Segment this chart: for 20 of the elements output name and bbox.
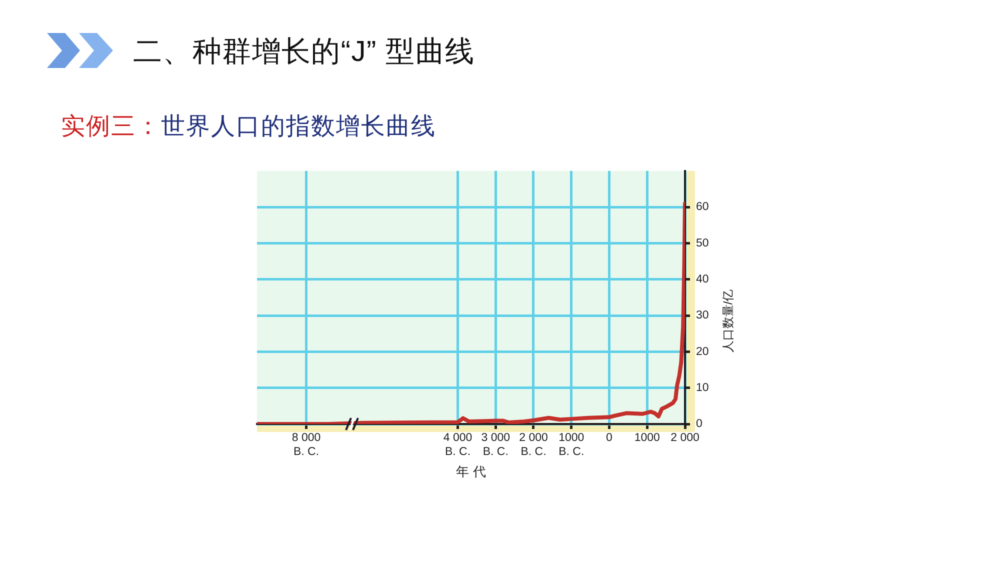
x-tick-label: 8 000 B. C. (292, 432, 321, 458)
y-tick-label: 0 (696, 418, 702, 430)
chart-title: 二、种群增长的“J” 型曲线 (133, 35, 475, 70)
x-axis-title: 年 代 (456, 464, 486, 479)
x-tick-label: 2 000 B. C. (519, 432, 548, 458)
y-tick-label: 30 (696, 310, 709, 322)
y-tick-label: 40 (696, 274, 709, 286)
y-tick-label: 50 (696, 237, 709, 250)
x-tick-label: 1000 (634, 432, 660, 444)
chart-subtitle: 世界人口的指数增长曲线 (161, 113, 436, 140)
x-tick-label: 2 000 (670, 432, 700, 444)
y-tick-label: 10 (696, 382, 709, 394)
x-tick-label: 3 000 B. C. (481, 432, 510, 458)
y-axis-title: 人口数量/亿 (721, 290, 735, 354)
y-tick-label: 20 (696, 346, 709, 358)
x-tick-label: 1000 B. C. (558, 432, 584, 458)
text: 实例三： (61, 113, 161, 140)
y-tick-label: 60 (696, 201, 709, 214)
x-tick-label: 4 000 B. C. (443, 432, 472, 458)
x-tick-label: 0 (606, 432, 612, 444)
